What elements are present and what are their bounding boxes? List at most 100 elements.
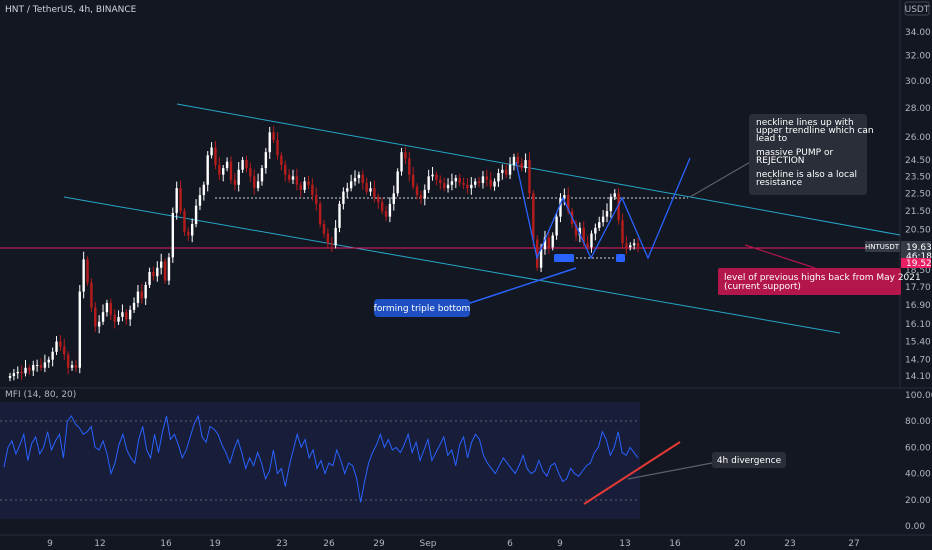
last-price-text: 19.63 bbox=[906, 243, 932, 253]
price-tick-label: 20.50 bbox=[905, 226, 931, 236]
candle-body bbox=[86, 259, 89, 283]
candle-body bbox=[551, 235, 554, 248]
candle-body bbox=[458, 178, 461, 184]
candle-body bbox=[299, 184, 302, 190]
candle-body bbox=[408, 158, 411, 175]
candle-body bbox=[47, 359, 50, 363]
candle-body bbox=[326, 233, 330, 244]
time-axis-ticks[interactable]: 9 12 16 19 23 26 29 Sep 6 9 13 16 20 23 27 bbox=[47, 539, 860, 549]
candle-body bbox=[431, 174, 434, 177]
candle-body bbox=[508, 164, 512, 175]
neckline-note-line: lead to bbox=[756, 134, 788, 144]
triple-bottom-note[interactable] bbox=[374, 299, 470, 317]
neckline-note-line: neckline lines up with bbox=[756, 118, 854, 128]
candle-body bbox=[613, 193, 616, 197]
mfi-axis-ticks[interactable]: 100.00 80.00 60.00 40.00 20.00 0.00 bbox=[905, 391, 932, 532]
price-tick-label: 21.50 bbox=[905, 207, 931, 217]
price-tick-label: 16.90 bbox=[905, 301, 931, 311]
upper-trendline[interactable] bbox=[176, 103, 901, 236]
candle-body bbox=[497, 173, 500, 182]
candle-body bbox=[559, 198, 562, 217]
candle-body bbox=[63, 346, 66, 355]
time-tick-label: Sep bbox=[420, 539, 437, 549]
candle-body bbox=[481, 176, 485, 184]
candle-body bbox=[233, 179, 237, 185]
divergence-line[interactable] bbox=[583, 441, 681, 505]
neckline-note-line: REJECTION bbox=[756, 156, 805, 166]
mfi-tick-label: 40.00 bbox=[905, 470, 931, 480]
lower-trendline[interactable] bbox=[63, 196, 841, 334]
neckline-note-line: massive PUMP or bbox=[756, 148, 833, 158]
indicator-label[interactable]: MFI (14, 80, 20) bbox=[5, 390, 76, 400]
candle-body bbox=[295, 176, 299, 185]
candle-body bbox=[148, 271, 151, 285]
last-price-badge[interactable] bbox=[901, 241, 931, 261]
candle-body bbox=[241, 160, 244, 170]
candle-body bbox=[249, 168, 252, 177]
mfi-line bbox=[3, 414, 639, 503]
candle-body bbox=[97, 321, 101, 327]
bottom-marker-right[interactable] bbox=[616, 254, 625, 262]
bottom-marker-left[interactable] bbox=[554, 254, 574, 262]
currency-badge[interactable] bbox=[904, 1, 930, 16]
divergence-note[interactable] bbox=[712, 452, 786, 468]
candle-body bbox=[256, 181, 260, 189]
candle-body bbox=[74, 365, 78, 368]
time-tick-label: 23 bbox=[276, 539, 287, 549]
ticker-badge[interactable] bbox=[865, 241, 900, 252]
previous-highs-note-line: (current support) bbox=[724, 282, 801, 292]
candle-body bbox=[59, 341, 62, 347]
triple-bottom-pattern-path[interactable] bbox=[515, 157, 691, 261]
candle-body bbox=[16, 371, 19, 374]
candle-body bbox=[78, 291, 81, 368]
mfi-tick-label: 100.00 bbox=[905, 391, 932, 401]
neckline-note-line: resistance bbox=[756, 178, 803, 188]
candle-body bbox=[222, 168, 225, 175]
symbol-title[interactable]: HNT / TetherUS, 4h, BINANCE bbox=[5, 5, 137, 15]
neckline-note[interactable] bbox=[749, 114, 867, 195]
candle-body bbox=[427, 176, 430, 190]
candle-body bbox=[24, 367, 27, 374]
candle-body bbox=[90, 282, 93, 308]
candle-body bbox=[214, 147, 217, 165]
divergence-note-pointer bbox=[627, 462, 713, 480]
price-tick-label: 32.00 bbox=[905, 52, 931, 62]
candle-body bbox=[582, 227, 585, 244]
candle-body bbox=[442, 183, 446, 189]
candle-body bbox=[280, 155, 283, 165]
candle-body bbox=[156, 267, 159, 277]
previous-highs-note[interactable] bbox=[718, 268, 901, 295]
candle-body bbox=[105, 302, 109, 313]
candle-body bbox=[183, 211, 186, 232]
level-price-badge[interactable] bbox=[901, 258, 931, 268]
candle-body bbox=[218, 164, 221, 175]
candle-body bbox=[28, 367, 31, 371]
neckline-note-line: neckline is also a local bbox=[756, 170, 857, 180]
candle-body bbox=[621, 220, 624, 244]
candle-body bbox=[190, 224, 194, 236]
price-tick-label: 15.40 bbox=[905, 338, 931, 348]
candle-body bbox=[435, 174, 438, 180]
candle-body bbox=[357, 174, 361, 179]
candle-body bbox=[466, 184, 469, 189]
mfi-tick-label: 60.00 bbox=[905, 443, 931, 453]
price-tick-label: 22.50 bbox=[905, 189, 931, 199]
time-tick-label: 12 bbox=[94, 539, 105, 549]
candle-body bbox=[454, 178, 458, 182]
candle-body bbox=[346, 188, 349, 192]
candle-body bbox=[179, 188, 182, 212]
time-tick-label: 20 bbox=[734, 539, 746, 549]
candle-body bbox=[520, 163, 523, 169]
candle-body bbox=[423, 189, 426, 199]
candle-body bbox=[388, 203, 392, 217]
candle-body bbox=[136, 291, 140, 303]
candle-body bbox=[113, 314, 116, 322]
candle-body bbox=[470, 184, 473, 189]
candle-body bbox=[272, 132, 275, 140]
triple-bottom-note-pointer bbox=[454, 267, 577, 309]
candle-body bbox=[82, 259, 85, 292]
candle-body bbox=[70, 365, 74, 368]
candle-body bbox=[578, 227, 582, 236]
price-axis-ticks[interactable]: 34.00 32.00 30.00 28.00 26.00 24.50 23.50 22.50… bbox=[905, 28, 931, 382]
